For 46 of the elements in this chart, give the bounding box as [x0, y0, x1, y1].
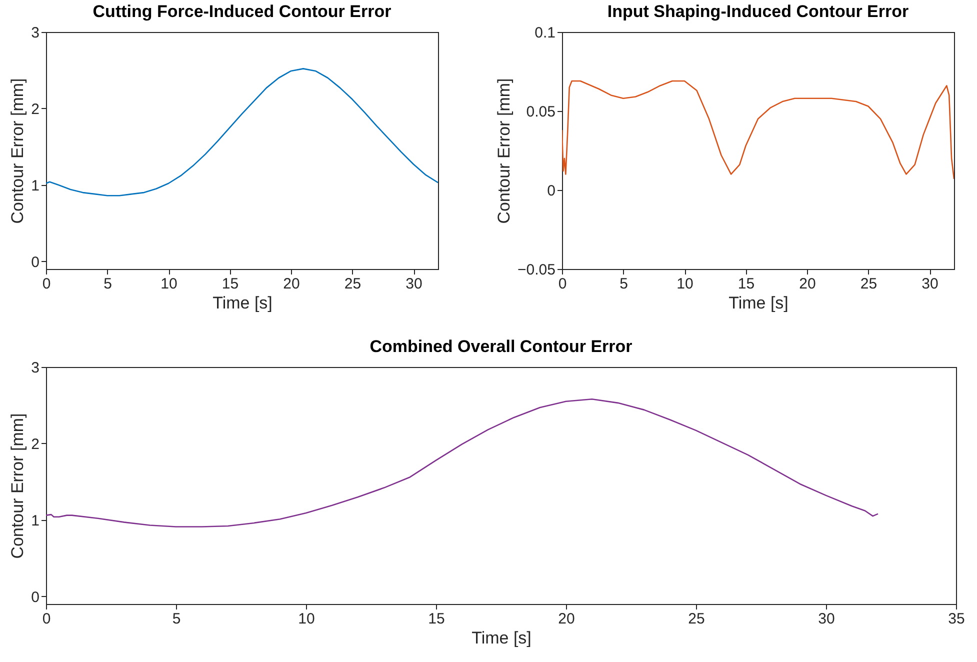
- x-tick-label: 0: [42, 610, 51, 628]
- y-axis-title: Contour Error [mm]: [494, 78, 514, 224]
- x-tick-label: 10: [298, 610, 315, 628]
- x-tick-label: 0: [42, 276, 51, 292]
- x-tick-label: 35: [948, 610, 965, 628]
- y-tick-label: 2: [31, 436, 40, 453]
- x-tick-label: 25: [688, 610, 705, 628]
- y-tick-label: 0: [31, 254, 40, 271]
- x-tick-label: 20: [283, 276, 300, 292]
- chart-title: Combined Overall Contour Error: [370, 337, 633, 356]
- x-tick-label: 10: [160, 276, 178, 292]
- chart-title: Input Shaping-Induced Contour Error: [607, 2, 910, 21]
- x-tick-label: 15: [428, 610, 445, 628]
- x-tick-label: 15: [222, 276, 239, 292]
- x-tick-label: 15: [738, 276, 755, 292]
- y-axis-title: Contour Error [mm]: [8, 413, 28, 559]
- y-tick-label: 0.1: [534, 24, 556, 42]
- y-tick-label: −0.05: [518, 262, 556, 278]
- x-tick-label: 25: [344, 276, 362, 292]
- y-tick-label: 0: [31, 588, 40, 606]
- y-tick-label: 3: [31, 24, 40, 42]
- x-tick-label: 10: [676, 276, 694, 292]
- x-tick-label: 30: [922, 276, 938, 292]
- x-tick-label: 5: [620, 276, 628, 292]
- line-series: [562, 80, 954, 180]
- x-tick-label: 5: [172, 610, 181, 628]
- x-tick-label: 5: [104, 276, 112, 292]
- x-tick-label: 25: [860, 276, 878, 292]
- x-tick-label: 20: [799, 276, 816, 292]
- x-axis-title: Time [s]: [212, 294, 272, 312]
- y-tick-label: 0.05: [526, 104, 556, 120]
- y-tick-label: 0: [547, 182, 556, 200]
- chart-title: Cutting Force-Induced Contour Error: [92, 2, 392, 21]
- y-tick-label: 1: [31, 177, 40, 194]
- y-axis-title: Contour Error [mm]: [8, 78, 28, 224]
- x-tick-label: 0: [558, 276, 567, 292]
- line-series: [46, 398, 879, 528]
- x-tick-label: 20: [558, 610, 575, 628]
- x-axis-title: Time [s]: [728, 294, 788, 312]
- x-tick-label: 30: [818, 610, 835, 628]
- x-tick-label: 30: [406, 276, 422, 292]
- y-tick-label: 1: [31, 512, 40, 530]
- y-tick-label: 2: [31, 100, 40, 118]
- line-series: [46, 68, 438, 196]
- y-tick-label: 3: [31, 360, 40, 376]
- x-axis-title: Time [s]: [472, 628, 532, 648]
